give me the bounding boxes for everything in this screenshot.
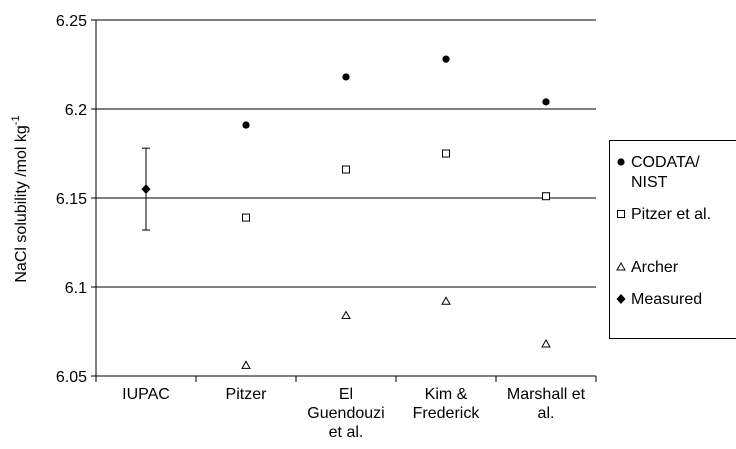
- x-tick-label: IUPAC: [122, 386, 170, 403]
- x-tick-label-line: Kim &: [425, 386, 468, 403]
- x-tick-label: Kim & Frederick: [413, 386, 481, 422]
- x-tick-label: Pitzer: [226, 386, 268, 403]
- legend-entry-line: NIST: [631, 174, 668, 191]
- data-point-square: [617, 210, 625, 218]
- y-axis-label: NaCl solubility /mol kg-1: [10, 115, 30, 282]
- axes: [91, 19, 597, 382]
- data-point-triangle: [441, 296, 451, 305]
- x-tick-label-line: Guendouzi: [307, 405, 384, 422]
- y-tick-labels: 6.05 6.1 6.15 6.2 6.25: [56, 13, 87, 386]
- legend-entry-line: CODATA/: [631, 154, 700, 171]
- data-point-circle: [617, 158, 625, 166]
- data-point-triangle: [541, 338, 551, 348]
- x-tick-label-line: IUPAC: [122, 386, 170, 403]
- x-tick-label-line: Frederick: [413, 405, 481, 422]
- data-point-square: [542, 192, 550, 201]
- legend-entry-line: Archer: [631, 259, 679, 276]
- y-tick-label: 6.1: [65, 280, 87, 297]
- x-tick-label-line: Marshall et: [507, 386, 586, 403]
- data-point-circle: [442, 55, 450, 63]
- data-point-triangle: [341, 310, 351, 319]
- data-point-square: [342, 165, 350, 174]
- y-tick-label: 6.25: [56, 13, 87, 30]
- data-point-circle: [242, 121, 250, 129]
- legend-entry: Archer: [631, 259, 679, 276]
- y-tick-label: 6.2: [65, 102, 87, 119]
- data-point-circle: [342, 73, 350, 81]
- y-axis-label-superscript: -1: [10, 115, 22, 125]
- legend-entry: Pitzer et al.: [631, 206, 711, 223]
- legend-entry: Measured: [631, 291, 702, 308]
- x-tick-label-line: Pitzer: [226, 386, 268, 403]
- data-point-diamond: [616, 294, 626, 304]
- y-axis-label-text: NaCl solubility /mol kg: [13, 125, 30, 282]
- data-point-square: [442, 149, 450, 158]
- data-marks: [141, 55, 551, 369]
- legend: CODATA/NIST Pitzer et al. Archer Measured: [609, 140, 736, 339]
- data-point-square: [242, 213, 250, 222]
- data-point-diamond: [141, 184, 151, 195]
- legend-entry-line: Pitzer et al.: [631, 206, 711, 223]
- legend-entry: CODATA/NIST: [631, 154, 700, 191]
- gridlines: [96, 19, 596, 288]
- x-tick-labels: IUPAC Pitzer El Guendouzi et al. Kim & Frederi…: [122, 386, 586, 441]
- x-tick-label: El Guendouzi et al.: [307, 386, 384, 441]
- x-tick-label-line: El: [339, 386, 353, 403]
- data-point-circle: [542, 98, 550, 106]
- y-tick-label: 6.05: [56, 369, 87, 386]
- data-point-triangle: [241, 360, 251, 369]
- y-tick-label: 6.15: [56, 191, 87, 208]
- legend-entry-line: Measured: [631, 291, 702, 308]
- data-point-triangle: [616, 261, 626, 271]
- x-tick-label: Marshall et al.: [507, 386, 586, 422]
- x-tick-label-line: et al.: [329, 424, 364, 441]
- legend-box: [609, 140, 736, 339]
- x-tick-label-line: al.: [538, 405, 555, 422]
